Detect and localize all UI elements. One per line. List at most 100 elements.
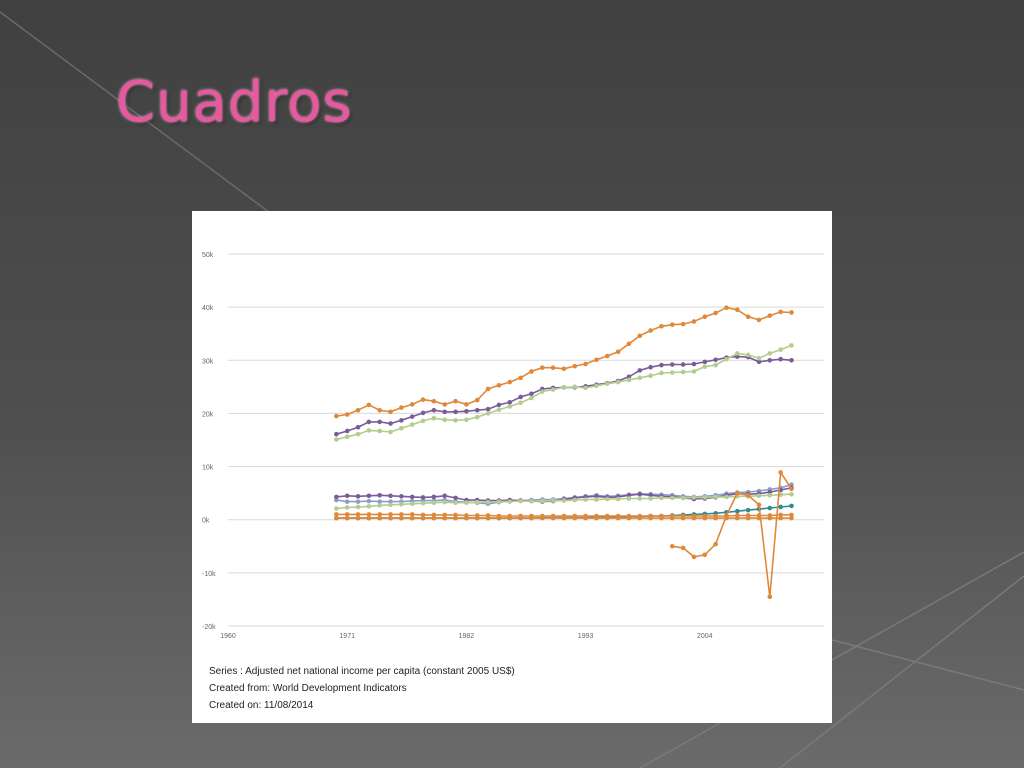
data-point xyxy=(442,409,448,415)
data-point xyxy=(659,515,664,521)
data-point xyxy=(485,386,491,392)
data-point xyxy=(691,361,697,367)
data-point xyxy=(334,512,339,517)
data-point xyxy=(713,362,718,368)
data-point xyxy=(442,417,448,423)
data-point xyxy=(377,428,383,434)
data-point xyxy=(778,515,783,521)
data-point xyxy=(594,497,599,502)
data-point xyxy=(366,493,372,499)
data-point xyxy=(680,495,686,501)
data-point xyxy=(344,499,350,504)
data-point xyxy=(713,494,718,500)
data-point xyxy=(474,515,480,521)
data-point xyxy=(355,424,361,430)
data-point xyxy=(366,515,372,521)
data-point xyxy=(453,500,458,506)
data-point xyxy=(334,515,339,521)
data-point xyxy=(789,503,794,509)
data-point xyxy=(366,428,372,433)
data-point xyxy=(637,515,643,521)
data-point xyxy=(778,512,783,518)
data-point xyxy=(691,495,697,500)
data-point xyxy=(756,493,762,499)
data-point xyxy=(702,552,708,558)
data-point xyxy=(377,515,383,521)
data-point xyxy=(474,407,480,413)
data-point xyxy=(735,351,740,356)
data-point xyxy=(691,369,697,374)
data-point xyxy=(388,512,393,517)
data-point xyxy=(702,364,708,369)
data-point xyxy=(724,305,729,310)
slide-title: Cuadros xyxy=(116,70,353,135)
data-point xyxy=(377,503,383,508)
y-tick-label: -20k xyxy=(202,624,216,631)
data-point xyxy=(626,374,632,380)
data-point xyxy=(724,513,729,518)
data-point xyxy=(702,359,708,365)
data-point xyxy=(778,504,783,510)
data-point xyxy=(615,496,621,502)
data-point xyxy=(789,486,794,492)
data-point xyxy=(648,328,653,333)
data-point xyxy=(453,398,458,404)
data-point xyxy=(485,411,491,416)
data-point xyxy=(399,405,404,410)
data-point xyxy=(659,370,664,376)
data-point xyxy=(529,498,534,504)
data-point xyxy=(355,499,361,504)
data-point xyxy=(745,507,751,513)
data-point xyxy=(572,384,578,390)
data-point xyxy=(767,594,773,600)
x-tick-label: 2004 xyxy=(697,633,713,640)
data-point xyxy=(344,515,350,521)
data-point xyxy=(648,515,653,521)
data-point xyxy=(399,502,404,507)
data-point xyxy=(453,495,458,501)
data-point xyxy=(756,359,762,365)
data-point xyxy=(334,413,339,419)
data-point xyxy=(745,352,751,358)
data-point xyxy=(615,379,621,385)
data-point xyxy=(474,414,480,420)
data-point xyxy=(702,314,708,320)
data-point xyxy=(355,494,361,499)
data-point xyxy=(789,515,794,521)
data-point xyxy=(464,500,469,506)
data-point xyxy=(420,495,426,500)
series-line-3 xyxy=(336,344,792,441)
data-point xyxy=(334,437,339,442)
data-point xyxy=(334,497,339,503)
data-point xyxy=(594,357,599,363)
data-point xyxy=(626,496,632,501)
data-point xyxy=(594,383,599,389)
data-point xyxy=(464,402,469,407)
data-point xyxy=(399,512,404,517)
data-point xyxy=(583,515,588,521)
data-point xyxy=(691,319,697,324)
data-point xyxy=(713,515,718,521)
data-point xyxy=(724,356,729,362)
data-point xyxy=(561,515,567,521)
data-point xyxy=(778,309,783,315)
deco-line xyxy=(831,639,1024,691)
data-point xyxy=(626,492,632,498)
data-point xyxy=(366,504,372,509)
data-point xyxy=(464,515,469,521)
data-point xyxy=(399,426,404,431)
data-point xyxy=(399,515,404,521)
data-point xyxy=(496,499,502,504)
data-point xyxy=(550,515,556,521)
data-point xyxy=(735,490,740,496)
series-line-1 xyxy=(336,306,792,417)
data-point xyxy=(409,512,415,517)
data-point xyxy=(669,495,675,501)
data-point xyxy=(420,500,426,506)
data-point xyxy=(388,499,393,504)
data-point xyxy=(767,515,773,521)
data-point xyxy=(745,515,751,521)
data-point xyxy=(507,379,513,385)
data-point xyxy=(442,512,448,518)
data-point xyxy=(431,512,437,518)
